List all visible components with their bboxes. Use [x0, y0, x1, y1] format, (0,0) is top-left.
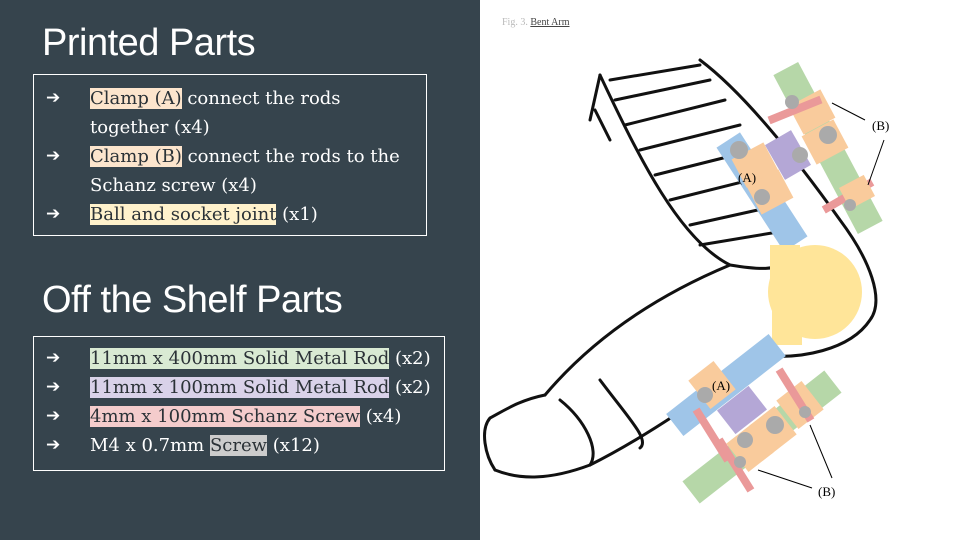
item-text: connect the rods to the Schanz screw (x4… — [90, 146, 400, 196]
arrow-icon: ➔ — [46, 406, 61, 426]
shelf-parts-title: Off the Shelf Parts — [42, 279, 343, 321]
list-item: ➔ M4 x 0.7mm Screw (x12) — [34, 431, 444, 460]
ball-and-socket-joint — [768, 245, 862, 345]
caption-prefix: Fig. 3. — [502, 17, 531, 28]
callout-lines — [757, 102, 885, 489]
list-item: ➔ Ball and socket joint (x1) — [34, 200, 426, 229]
highlight: Screw — [209, 435, 268, 456]
label-b: (B) — [872, 118, 889, 133]
printed-parts-list: ➔ Clamp (A) connect the rods together (x4… — [33, 74, 427, 236]
arrow-icon: ➔ — [46, 348, 61, 368]
item-text: (x4) — [360, 406, 402, 427]
item-text: connect the rods together (x4) — [90, 88, 341, 138]
shelf-parts-list: ➔ 11mm x 400mm Solid Metal Rod (x2) ➔ 11mm… — [33, 336, 445, 471]
list-item: ➔ Clamp (A) connect the rods together (x4… — [34, 84, 426, 142]
list-item: ➔ Clamp (B) connect the rods to the Schan… — [34, 142, 426, 200]
label-a: (A) — [738, 170, 756, 185]
arrow-icon: ➔ — [46, 146, 61, 166]
highlight: Ball and socket joint — [90, 204, 277, 225]
highlight: 11mm x 400mm Solid Metal Rod — [90, 348, 390, 369]
label-b: (B) — [818, 484, 835, 499]
caption-link[interactable]: Bent Arm — [530, 17, 570, 28]
highlight: Clamp (B) — [90, 146, 182, 167]
highlight: Clamp (A) — [90, 88, 182, 109]
arrow-icon: ➔ — [46, 377, 61, 397]
printed-parts-title: Printed Parts — [42, 22, 256, 64]
item-text: (x1) — [276, 204, 318, 225]
fixator-upper — [716, 61, 883, 252]
item-text: (x2) — [389, 377, 431, 398]
arrow-icon: ➔ — [46, 204, 61, 224]
arm-outline — [483, 58, 878, 479]
list-item: ➔ 11mm x 400mm Solid Metal Rod (x2) — [34, 344, 444, 373]
figure-caption: Fig. 3. Bent Arm — [502, 17, 570, 28]
list-item: ➔ 4mm x 100mm Schanz Screw (x4) — [34, 402, 444, 431]
item-text: M4 x 0.7mm — [90, 435, 210, 456]
arrow-icon: ➔ — [46, 435, 61, 455]
item-text: (x2) — [389, 348, 431, 369]
fixator-lower — [666, 333, 842, 504]
arrow-icon: ➔ — [46, 88, 61, 108]
label-a: (A) — [712, 378, 730, 393]
item-text: (x12) — [267, 435, 320, 456]
list-item: ➔ 11mm x 100mm Solid Metal Rod (x2) — [34, 373, 444, 402]
highlight: 4mm x 100mm Schanz Screw — [90, 406, 361, 427]
highlight: 11mm x 100mm Solid Metal Rod — [90, 377, 390, 398]
